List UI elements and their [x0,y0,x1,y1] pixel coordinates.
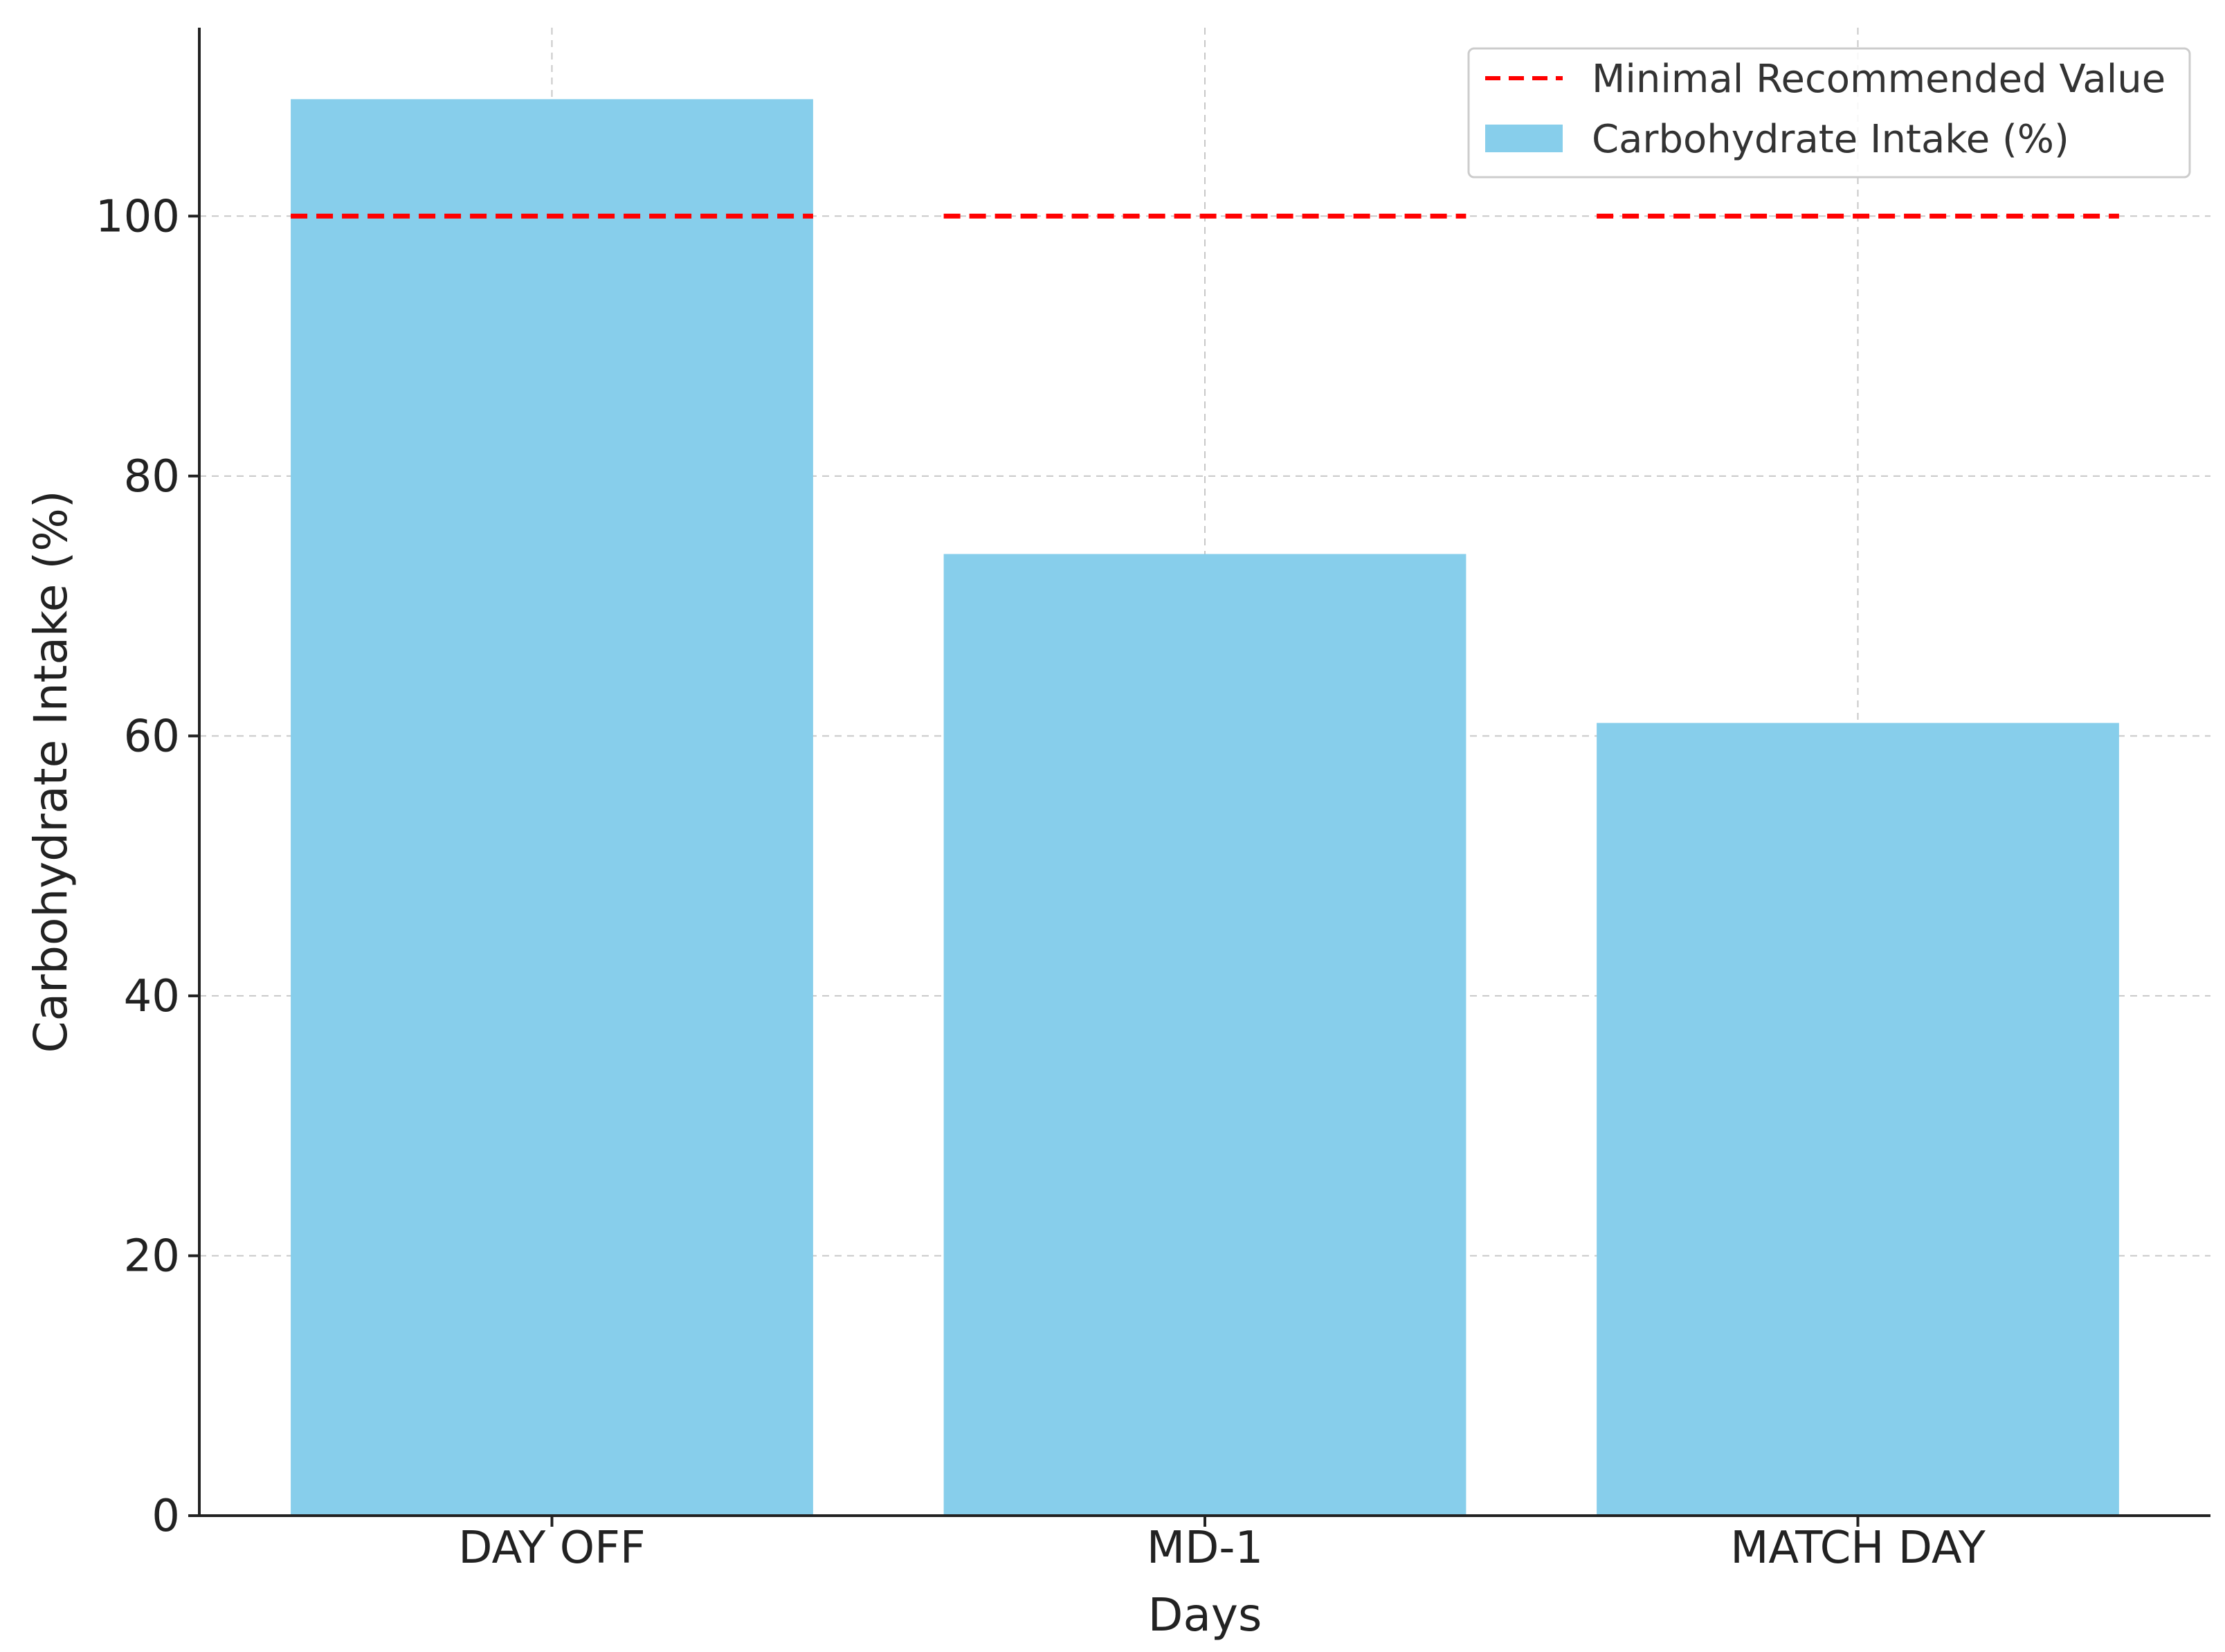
y-tick-label: 60 [124,711,180,762]
x-tick-label: DAY OFF [458,1523,645,1574]
y-tick-label: 20 [124,1231,180,1282]
x-axis-title: Days [1148,1588,1262,1642]
x-tick-label: MATCH DAY [1730,1523,1986,1574]
bar-md-1 [943,554,1466,1516]
y-tick-label: 80 [124,451,180,502]
legend-label-minimal-recommended-value: Minimal Recommended Value [1592,57,2165,102]
y-tick-label: 40 [124,971,180,1022]
bar-day-off [291,99,813,1516]
bars [291,99,2119,1516]
legend-box [1467,47,2191,179]
bar-match-day [1597,723,2119,1516]
legend-swatch-carbohydrate-intake [1485,125,1563,152]
y-axis-title: Carbohydrate Intake (%) [24,490,78,1053]
ticks: 0 20 40 60 80 100 DAY OFF MD-1 MATCH DAY [96,191,1986,1574]
y-tick-label: 0 [152,1491,180,1542]
legend-label-carbohydrate-intake: Carbohydrate Intake (%) [1592,117,2069,162]
x-tick-label: MD-1 [1147,1523,1263,1574]
legend: Minimal Recommended Value Carbohydrate I… [1467,47,2191,179]
y-tick-label: 100 [96,191,180,242]
